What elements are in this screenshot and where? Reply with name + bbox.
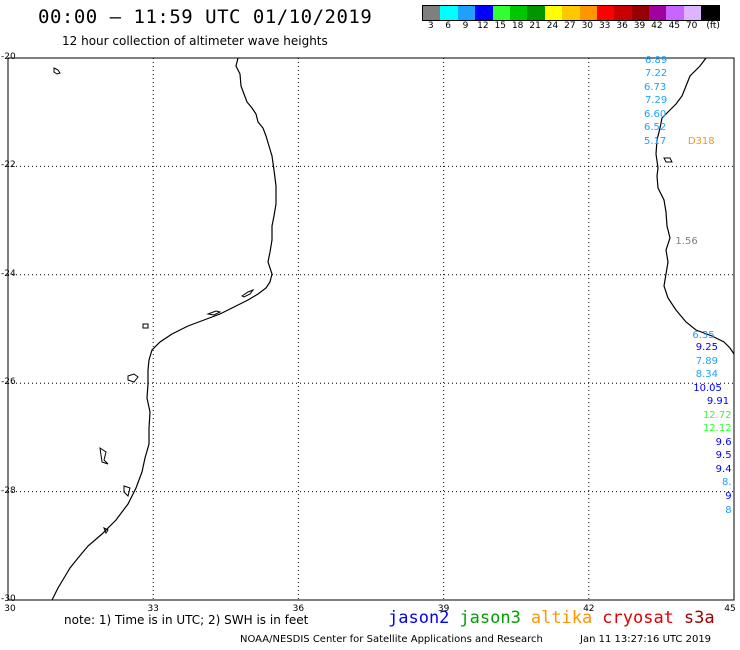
swh-value: 12.72 (702, 409, 732, 421)
map-frame (7, 57, 735, 601)
island (206, 310, 222, 316)
legend-label: 36 (616, 21, 628, 31)
coastal-islands (53, 67, 673, 535)
legend-swatch (527, 6, 545, 20)
swh-value: 10.05 (693, 382, 722, 394)
legend-label: 3 (427, 21, 434, 31)
swh-value: 5.17 (643, 136, 667, 147)
latitude-label: -26 (1, 377, 16, 388)
legend-label: 33 (598, 21, 611, 31)
island (142, 323, 149, 329)
legend-swatch (509, 6, 528, 20)
island (127, 373, 139, 383)
island (53, 67, 61, 75)
legend-label: 42 (651, 21, 663, 31)
footer-credit: NOAA/NESDIS Center for Satellite Applica… (240, 634, 543, 645)
legend-swatch (423, 6, 441, 20)
island (663, 157, 673, 163)
satellite-jason3: jason3 (459, 608, 521, 628)
satellite-altika: altika (530, 608, 593, 628)
legend-swatch (701, 6, 719, 20)
satellite-jason2: jason2 (388, 608, 450, 628)
footer-timestamp: Jan 11 13:27:16 UTC 2019 (580, 634, 712, 645)
swh-value: 9.6 (715, 436, 732, 448)
legend-label: 70 (685, 21, 698, 31)
legend-swatch (579, 6, 597, 20)
swh-value: 6.60 (643, 108, 667, 120)
color-legend (422, 5, 720, 21)
longitude-label: 33 (147, 604, 159, 614)
swh-value: 7.89 (695, 355, 719, 367)
legend-label: (ft) (706, 21, 720, 31)
swh-value: 9.91 (706, 396, 730, 408)
legend-swatch (683, 6, 702, 20)
island (99, 446, 109, 465)
latitude-label: -28 (1, 485, 16, 496)
longitude-label: 42 (583, 604, 595, 614)
legend-swatch (544, 6, 563, 20)
island (103, 526, 109, 535)
latitude-label: -20 (1, 52, 16, 62)
legend-swatch (440, 6, 458, 20)
longitude-label: 30 (4, 604, 16, 614)
legend-swatch (631, 6, 650, 20)
map-title: 00:00 – 11:59 UTC 01/10/2019 (38, 6, 373, 28)
swh-value: 6.73 (643, 81, 667, 93)
island (123, 485, 131, 497)
legend-label: 6 (445, 21, 451, 31)
swh-value: 8.34 (695, 369, 719, 381)
swh-value: 7.22 (644, 68, 668, 80)
legend-swatch (492, 6, 510, 20)
africa-coastline (51, 57, 277, 601)
swh-value: 9.4 (715, 463, 732, 475)
legend-label: 24 (546, 21, 559, 31)
legend-label: 9 (462, 21, 469, 31)
legend-label: 12 (477, 21, 489, 31)
legend-label: 39 (633, 21, 646, 31)
longitude-label: 39 (437, 604, 450, 614)
longitude-label: 36 (292, 604, 305, 614)
swh-value: 1.56 (675, 236, 698, 248)
satellite-cryosat: cryosat (602, 608, 674, 628)
satellite-s3a: s3a (683, 608, 715, 628)
longitude-label: 45 (724, 604, 736, 614)
swh-value: 7.29 (644, 95, 668, 107)
swh-value: 9.5 (715, 450, 732, 462)
swh-value: 6.35 (692, 329, 715, 341)
island (241, 288, 255, 298)
legend-swatch (475, 6, 493, 20)
madagascar-coastline (655, 57, 735, 355)
legend-label: 15 (494, 21, 507, 31)
latitude-label: -30 (1, 594, 16, 604)
legend-swatch (666, 6, 684, 20)
legend-label: 30 (581, 21, 594, 31)
swh-value: 6.89 (644, 54, 668, 66)
legend-label: 27 (564, 21, 576, 31)
legend-swatch (596, 6, 615, 20)
latitude-label: -22 (1, 160, 16, 171)
swh-value: D318 (687, 136, 715, 147)
legend-swatch (562, 6, 580, 20)
legend-label: 45 (668, 21, 681, 31)
footnote: note: 1) Time is in UTC; 2) SWH is in fe… (64, 613, 309, 627)
legend-label: 21 (529, 21, 541, 31)
swh-value: 6.52 (643, 122, 667, 134)
latitude-label: -24 (1, 268, 16, 279)
satellite-legend: jason2 jason3 altika cryosat s3a (388, 608, 725, 628)
legend-swatch (649, 6, 667, 20)
swh-value: 8. (722, 477, 732, 489)
legend-swatch (457, 6, 476, 20)
legend-label: 18 (511, 21, 524, 31)
swh-value: 9 (725, 491, 732, 503)
legend-swatch (614, 6, 632, 20)
swh-value: 9.25 (695, 341, 719, 353)
swh-value: 12.12 (702, 423, 732, 435)
map-subtitle: 12 hour collection of altimeter wave hei… (62, 34, 328, 48)
swh-value: 8 (725, 504, 732, 516)
